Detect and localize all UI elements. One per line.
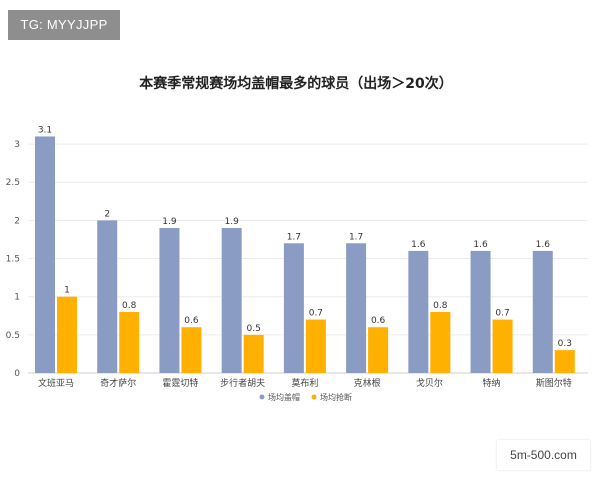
bar <box>305 319 326 373</box>
watermark-bottom-right: 5m-500.com <box>497 440 590 470</box>
bar <box>243 334 264 373</box>
bar <box>554 350 575 373</box>
y-tick-label: 2 <box>14 216 20 226</box>
data-label: 1.6 <box>536 240 551 250</box>
chart-title: 本赛季常规赛场均盖帽最多的球员（出场＞20次） <box>139 75 452 92</box>
data-label: 2 <box>104 209 110 219</box>
y-tick-label: 0 <box>14 369 20 379</box>
bars <box>35 136 575 373</box>
data-label: 1.6 <box>411 240 426 250</box>
bar <box>470 250 491 373</box>
y-tick-label: 2.5 <box>6 178 20 188</box>
data-label: 1.9 <box>225 217 240 227</box>
legend-label: 场均盖帽 <box>268 392 300 402</box>
bar <box>492 319 513 373</box>
bar <box>408 250 429 373</box>
legend: 场均盖帽 场均抢断 <box>259 392 352 402</box>
data-label: 0.3 <box>558 339 572 349</box>
data-labels: 3.1 1 2 0.8 1.9 0.6 1.9 0.5 1.7 0.7 1.7 0.6 1.6 0.8 1.… <box>38 125 572 349</box>
y-tick-label: 1 <box>14 293 20 303</box>
data-label: 0.7 <box>309 309 323 319</box>
y-axis-ticks: 0 0.5 1 1.5 2 2.5 3 <box>6 140 21 379</box>
watermark-top-left: TG: MYYJJPP <box>8 10 120 40</box>
data-label: 1.6 <box>473 240 488 250</box>
data-label: 0.8 <box>433 301 448 311</box>
y-tick-label: 3 <box>14 140 20 150</box>
legend-marker <box>259 394 265 400</box>
data-label: 0.5 <box>247 324 261 334</box>
data-label: 0.6 <box>184 316 199 326</box>
data-label: 0.8 <box>122 301 137 311</box>
data-label: 1.7 <box>349 232 363 242</box>
bar <box>368 327 389 373</box>
bar <box>283 243 304 373</box>
x-tick-label: 莫布利 <box>291 377 318 389</box>
bar <box>430 311 451 373</box>
x-tick-label: 文班亚马 <box>38 377 74 389</box>
y-tick-label: 1.5 <box>6 255 20 265</box>
legend-marker <box>311 394 317 400</box>
bar <box>57 296 77 373</box>
bar <box>346 243 367 373</box>
bar <box>181 327 202 373</box>
data-label: 1.9 <box>162 217 177 227</box>
bar <box>532 250 553 373</box>
x-tick-label: 克林根 <box>354 377 381 389</box>
data-label: 1 <box>64 286 70 296</box>
legend-label: 场均抢断 <box>320 392 352 402</box>
x-axis-ticks: 文班亚马 奇才萨尔 霍霆切特 步行者胡夫 莫布利 克林根 戈贝尔 特纳 斯图尔特 <box>38 377 572 389</box>
data-label: 0.6 <box>371 316 386 326</box>
y-tick-label: 0.5 <box>6 331 20 341</box>
data-label: 0.7 <box>495 309 509 319</box>
data-label: 1.7 <box>287 232 301 242</box>
x-tick-label: 戈贝尔 <box>416 377 443 389</box>
bar <box>159 228 180 373</box>
x-tick-label: 霍霆切特 <box>162 377 198 389</box>
data-label: 3.1 <box>38 125 52 135</box>
bar <box>119 311 140 373</box>
x-tick-label: 奇才萨尔 <box>100 377 136 389</box>
x-tick-label: 特纳 <box>483 377 501 389</box>
x-tick-label: 斯图尔特 <box>536 377 572 389</box>
bar <box>35 136 55 373</box>
x-tick-label: 步行者胡夫 <box>220 377 265 389</box>
bar <box>221 228 242 373</box>
bar <box>97 220 118 373</box>
